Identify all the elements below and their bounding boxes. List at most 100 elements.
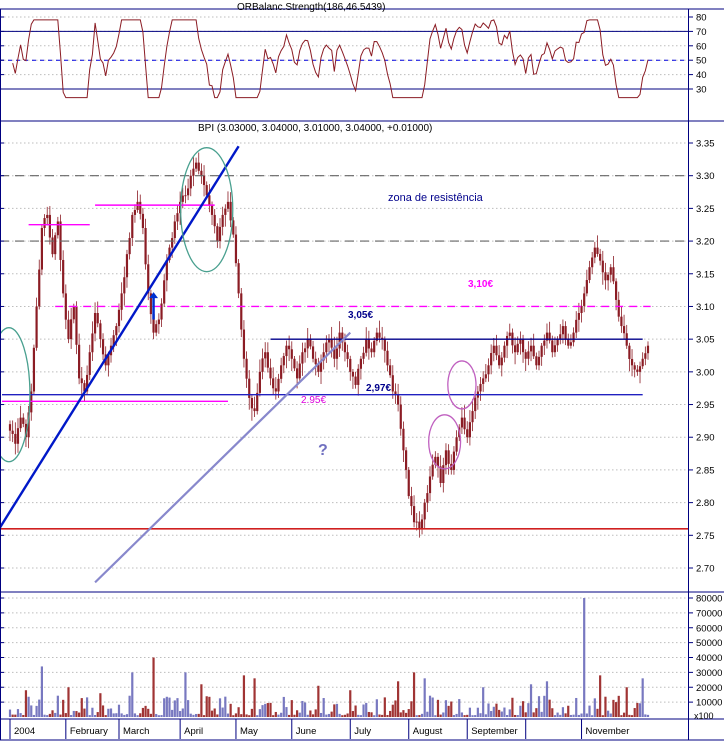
- volume-bar: [484, 714, 487, 717]
- price-axis-label: 3.35: [696, 139, 715, 150]
- volume-bar: [330, 711, 333, 717]
- candle-body: [439, 466, 442, 483]
- volume-bar: [646, 714, 650, 717]
- volume-bar: [511, 697, 514, 717]
- candle-body: [442, 465, 445, 483]
- candle-body: [383, 339, 386, 351]
- volume-bar: [256, 715, 259, 717]
- candle-body: [306, 339, 309, 349]
- candle-body: [513, 345, 517, 353]
- indicator-axis-label: 60: [696, 41, 707, 52]
- highlight-ellipse: [0, 327, 31, 463]
- candle-body: [301, 352, 304, 364]
- candle-body: [274, 388, 277, 392]
- candle-body: [75, 306, 78, 345]
- candle-body: [70, 319, 73, 340]
- candle-body: [85, 374, 89, 392]
- volume-bar: [229, 703, 232, 717]
- volume-bar: [545, 681, 549, 717]
- volume-bar: [556, 712, 559, 717]
- candle-body: [330, 339, 333, 348]
- candle-body: [149, 293, 152, 315]
- candle-body: [266, 352, 269, 368]
- candle-body: [490, 352, 493, 366]
- volume-bar: [349, 690, 352, 717]
- volume-bar: [285, 707, 288, 717]
- volume-bar: [559, 714, 562, 717]
- question-mark-annotation: ?: [318, 442, 328, 459]
- candle-body: [72, 306, 75, 320]
- candle-body: [93, 312, 97, 334]
- volume-bar: [22, 714, 25, 717]
- volume-bar: [290, 700, 293, 717]
- volume-bar: [487, 703, 490, 717]
- volume-bar: [614, 702, 618, 717]
- candle-body: [229, 201, 232, 221]
- volume-bar: [585, 713, 588, 717]
- candle-body: [221, 214, 224, 227]
- trendline: [0, 145, 240, 529]
- volume-bar: [383, 697, 386, 717]
- candle-body: [147, 264, 150, 294]
- volume-bar: [101, 705, 105, 717]
- candle-body: [32, 347, 36, 392]
- candle-body: [508, 332, 511, 336]
- candle-body: [314, 358, 317, 365]
- volume-bar: [553, 715, 557, 717]
- candle-body: [551, 340, 554, 353]
- volume-bar: [200, 684, 203, 717]
- volume-bar: [359, 715, 362, 717]
- volume-bar: [8, 709, 12, 717]
- candle-body: [144, 227, 147, 265]
- candle-body: [359, 358, 362, 369]
- candle-body: [62, 259, 65, 294]
- month-label: April: [184, 726, 203, 737]
- volume-bar: [458, 699, 461, 717]
- volume-axis-label: 20000: [696, 683, 722, 694]
- candle-body: [646, 345, 650, 354]
- volume-bar: [181, 708, 184, 717]
- candle-body: [91, 333, 94, 353]
- indicator-axis-label: 40: [696, 70, 707, 81]
- volume-bar: [516, 715, 519, 717]
- volume-bar: [75, 711, 78, 717]
- candle-body: [580, 305, 583, 313]
- volume-bar: [333, 704, 336, 717]
- candle-body: [120, 293, 123, 310]
- candle-body: [35, 306, 38, 348]
- volume-bar: [439, 714, 442, 717]
- candle-body: [407, 469, 410, 497]
- price-level-297-label: 2,97€: [366, 383, 392, 394]
- volume-bar: [444, 700, 448, 717]
- volume-bar: [612, 699, 615, 717]
- candle-body: [620, 316, 623, 327]
- candle-body: [482, 378, 485, 384]
- price-axis-label: 2.95: [696, 400, 715, 411]
- candle-body: [133, 210, 137, 215]
- volume-bar: [402, 710, 405, 717]
- candle-body: [176, 213, 179, 222]
- relative-strength-line: [12, 19, 649, 99]
- volume-bar: [197, 713, 200, 717]
- annotation-lines-layer: [0, 145, 688, 584]
- candle-body: [391, 375, 394, 392]
- volume-bar: [580, 713, 583, 717]
- volume-bar: [163, 698, 166, 717]
- volume-axis-label: 40000: [696, 653, 722, 664]
- volume-bar: [109, 708, 113, 717]
- volume-bar: [572, 714, 575, 717]
- volume-bar: [120, 713, 123, 717]
- volume-bar: [370, 712, 373, 717]
- volume-bar: [232, 715, 235, 717]
- volume-bar: [226, 713, 230, 717]
- price-axis-label: 2.80: [696, 498, 715, 509]
- candle-body: [117, 309, 121, 327]
- volume-bar: [373, 715, 376, 717]
- volume-bar: [412, 672, 416, 717]
- candle-body: [548, 332, 551, 341]
- volume-bar: [303, 702, 307, 717]
- candle-body: [242, 329, 246, 359]
- volume-bar: [418, 715, 421, 717]
- volume-bar: [295, 710, 299, 717]
- trendline: [94, 331, 352, 584]
